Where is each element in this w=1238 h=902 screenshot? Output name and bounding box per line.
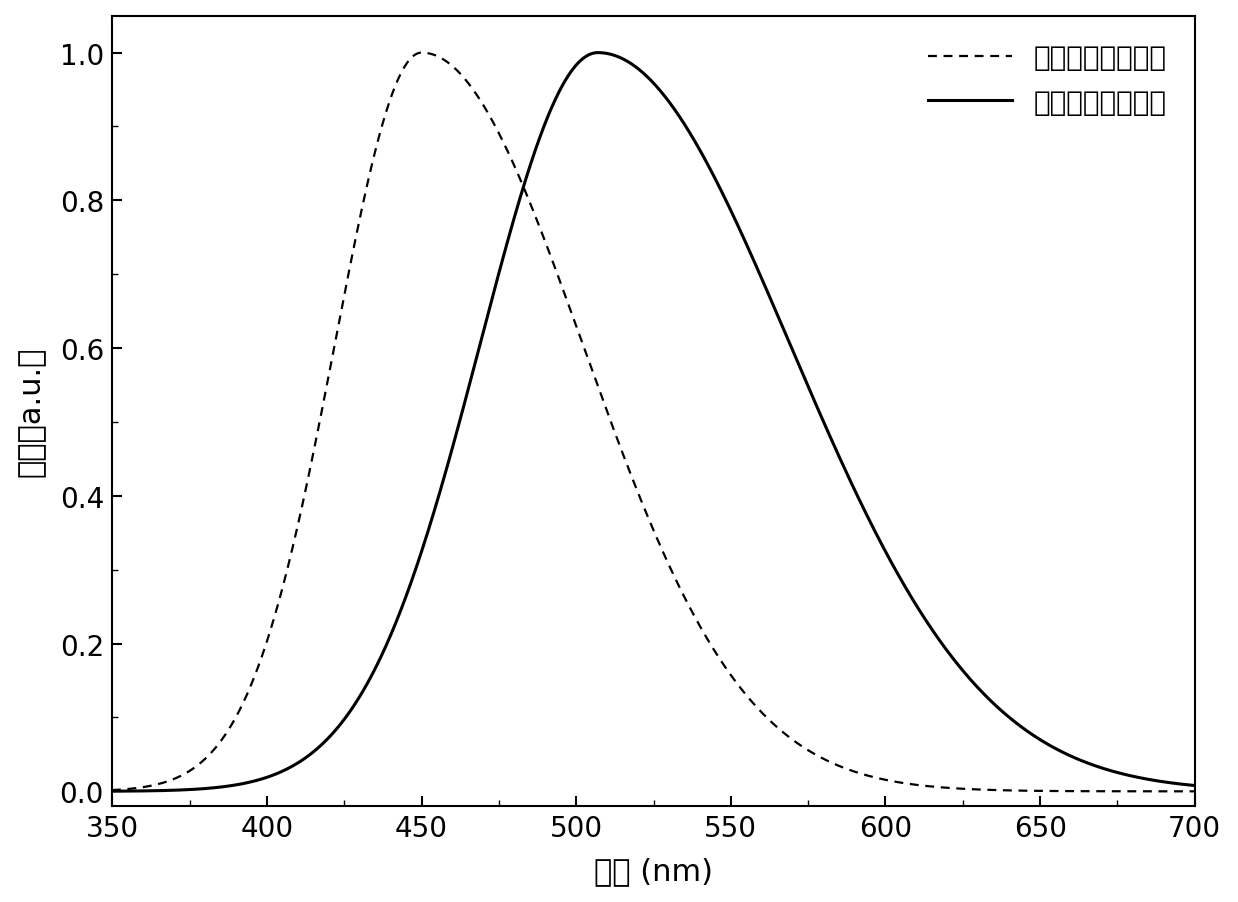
对苯二甲酸二钾盐 — [1227, 786, 1238, 796]
对苯二甲酸二钠盐 — [208, 782, 223, 793]
对苯二甲酸二钠盐 — [1227, 783, 1238, 794]
对苯二甲酸二钾盐 — [576, 341, 591, 352]
对苯二甲酸二钾盐 — [74, 786, 89, 796]
对苯二甲酸二钠盐 — [1099, 764, 1114, 775]
Y-axis label: 强度（a.u.）: 强度（a.u.） — [16, 346, 46, 476]
Line: 对苯二甲酸二钠盐: 对苯二甲酸二钠盐 — [82, 53, 1238, 791]
对苯二甲酸二钠盐 — [591, 48, 605, 59]
对苯二甲酸二钾盐 — [277, 573, 292, 584]
对苯二甲酸二钠盐 — [74, 786, 89, 796]
Legend: 对苯二甲酸二钾盐, 对苯二甲酸二钠盐: 对苯二甲酸二钾盐, 对苯二甲酸二钠盐 — [915, 31, 1181, 131]
对苯二甲酸二钾盐 — [413, 48, 428, 59]
Line: 对苯二甲酸二钾盐: 对苯二甲酸二钾盐 — [82, 53, 1238, 791]
对苯二甲酸二钠盐 — [277, 765, 292, 776]
对苯二甲酸二钾盐 — [1099, 786, 1114, 796]
对苯二甲酸二钠盐 — [576, 54, 591, 65]
对苯二甲酸二钾盐 — [208, 742, 223, 753]
对苯二甲酸二钠盐 — [525, 155, 540, 166]
对苯二甲酸二钾盐 — [525, 204, 540, 215]
X-axis label: 波长 (nm): 波长 (nm) — [594, 856, 713, 886]
